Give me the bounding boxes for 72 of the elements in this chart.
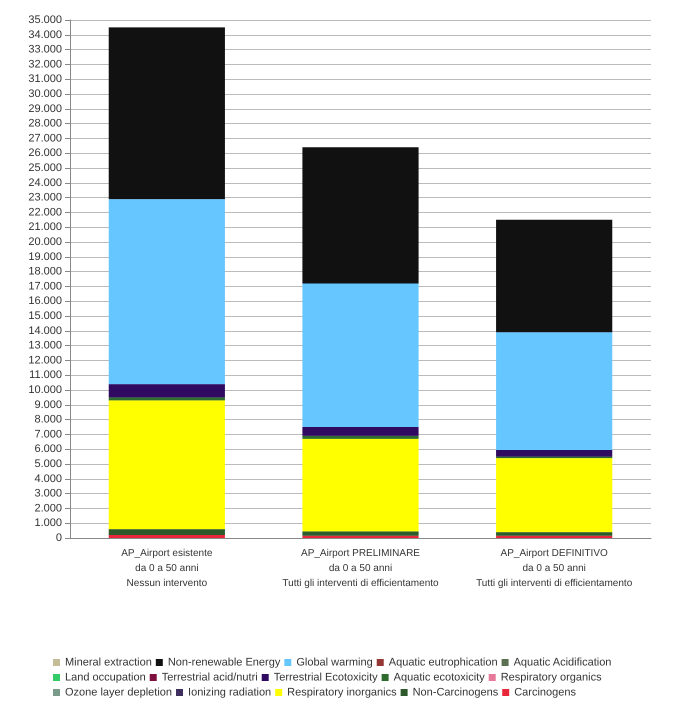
y-tick-label: 3.000 (34, 488, 62, 500)
legend-label: Aquatic ecotoxicity (394, 672, 486, 684)
y-tick-label: 12.000 (28, 354, 62, 366)
y-tick-label: 0 (56, 532, 62, 544)
legend-label: Global warming (296, 656, 373, 668)
bar (302, 283, 419, 427)
legend-label: Ozone layer depletion (65, 686, 172, 698)
y-tick-label: 17.000 (28, 280, 62, 292)
bar (302, 436, 419, 439)
bar (302, 147, 419, 284)
y-tick-label: 15.000 (28, 310, 62, 322)
y-tick-label: 7.000 (34, 428, 62, 440)
legend-label: Non-renewable Energy (168, 656, 281, 668)
bar (302, 438, 419, 532)
y-tick-label: 19.000 (28, 250, 62, 263)
y-tick-label: 1.000 (34, 517, 62, 530)
y-tick-label: 18.000 (28, 266, 62, 278)
y-tick-label: 14.000 (28, 324, 62, 337)
x-tick-label: AP_Airport DEFINITIVO da 0 a 50 anni Tutti gli interventi di efficientamento (476, 548, 633, 589)
bar (108, 397, 225, 400)
legend-label: Respiratory organics (500, 672, 602, 684)
y-tick-label: 2.000 (34, 502, 62, 514)
legend-label: Aquatic Acidification (514, 656, 612, 668)
bar (496, 458, 612, 532)
y-tick-label: 22.000 (28, 206, 62, 218)
bar (108, 384, 225, 398)
y-tick-label: 13.000 (28, 340, 62, 352)
y-tick-label: 6.000 (34, 443, 62, 456)
legend-label: Carcinogens (514, 686, 576, 698)
y-tick-label: 30.000 (28, 88, 62, 100)
legend-label: Terrestrial acid/nutri (162, 672, 258, 684)
bar (302, 427, 419, 436)
bar (108, 400, 225, 530)
legend-label: Non-Carcinogens (412, 686, 499, 698)
y-tick-label: 10.000 (28, 384, 62, 396)
y-tick-label: 24.000 (28, 176, 62, 189)
legend-label: Mineral extraction (65, 656, 152, 668)
x-tick-label: AP_Airport PRELIMINARE da 0 a 50 anni Tutti gli interventi di efficientamento (282, 548, 440, 589)
y-tick-label: 31.000 (28, 73, 62, 86)
y-tick-label: 26.000 (28, 147, 62, 160)
bar (302, 531, 419, 536)
bar (496, 332, 612, 450)
y-tick-label: 23.000 (28, 192, 62, 204)
y-tick-label: 27.000 (28, 132, 62, 144)
y-tick-label: 32.000 (28, 58, 62, 70)
bar (108, 199, 225, 384)
legend-label: Ionizing radiation (188, 686, 272, 698)
bar (108, 27, 225, 200)
legend-label: Terrestrial Ecotoxicity (274, 672, 378, 684)
y-tick-label: 33.000 (28, 44, 62, 56)
bar (108, 529, 225, 536)
y-tick-label: 11.000 (29, 369, 62, 382)
y-tick-label: 28.000 (28, 118, 62, 130)
y-tick-label: 29.000 (28, 102, 62, 115)
bar (496, 220, 612, 332)
y-tick-label: 9.000 (34, 398, 62, 411)
y-tick-label: 8.000 (34, 414, 62, 426)
y-tick-label: 35.000 (28, 14, 62, 26)
legend-label: Aquatic eutrophication (388, 656, 498, 668)
bar (108, 535, 225, 538)
x-tick-label: AP_Airport esistente da 0 a 50 anni Nessun intervento (121, 548, 213, 589)
bar (496, 532, 612, 536)
legend-label: Land occupation (65, 672, 146, 684)
y-tick-label: 25.000 (28, 162, 62, 174)
y-tick-label: 16.000 (28, 295, 62, 308)
y-tick-label: 4.000 (34, 472, 62, 485)
legend-label: Respiratory inorganics (287, 686, 398, 698)
bar (496, 450, 612, 457)
y-tick-label: 20.000 (28, 236, 62, 248)
y-tick-label: 5.000 (34, 458, 62, 470)
y-tick-label: 21.000 (28, 221, 62, 234)
y-tick-label: 34.000 (28, 28, 62, 41)
